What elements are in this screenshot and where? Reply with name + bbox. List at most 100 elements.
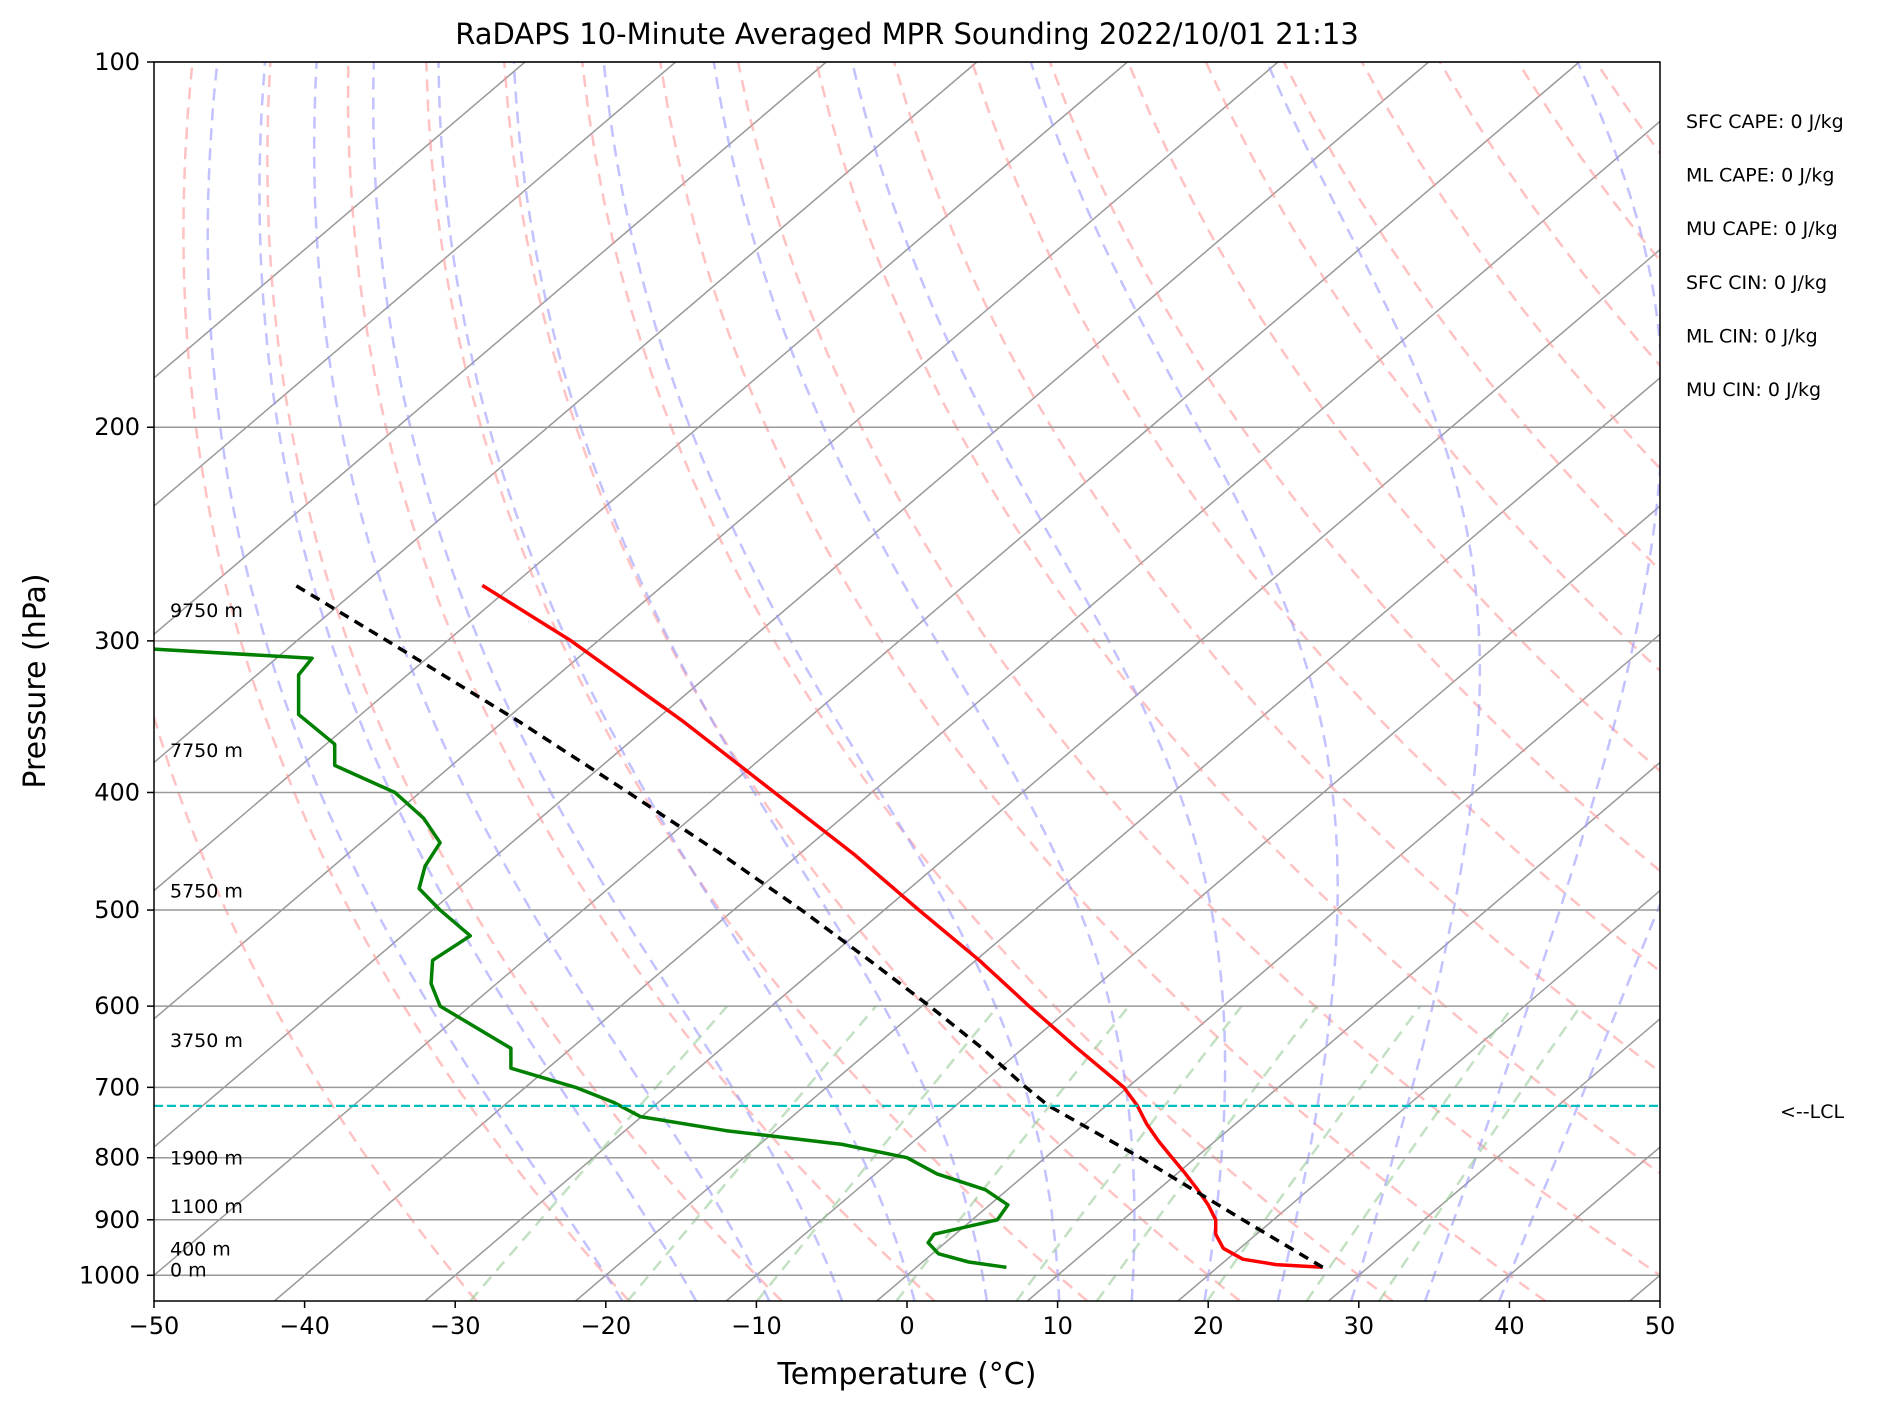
height-label: 9750 m [170, 600, 243, 622]
parameter-annotation: ML CIN: 0 J/kg [1686, 325, 1818, 347]
x-tick-label: −20 [580, 1312, 631, 1340]
isotherm-line [154, 62, 677, 508]
y-tick-label: 500 [94, 896, 140, 924]
dry-adiabat-line [580, 62, 1394, 1301]
mixing-ratio-line [469, 1005, 729, 1301]
x-tick-label: 20 [1193, 1312, 1224, 1340]
x-tick-label: 40 [1494, 1312, 1525, 1340]
moist-adiabat-line [850, 62, 1227, 1301]
dry-adiabat-line [970, 62, 1660, 973]
mixing-ratio-line [1305, 1005, 1514, 1301]
parameter-annotation: SFC CIN: 0 J/kg [1686, 272, 1827, 294]
isotherm-line [1328, 1017, 1660, 1301]
mixing-ratio-line [1095, 1005, 1318, 1301]
isotherm-line [424, 248, 1660, 1301]
mixing-ratio-line [626, 1005, 877, 1301]
x-tick-label: −10 [731, 1312, 782, 1340]
isotherm-line [575, 376, 1660, 1301]
x-axis-ticks: −50 −40 −30 −20 −10 0 10 20 30 40 50 [129, 1301, 1676, 1340]
mixing-ratio-line [756, 1005, 999, 1301]
y-tick-label: 1000 [79, 1261, 140, 1289]
dry-adiabat-line [1282, 62, 1660, 572]
isotherm-line [1026, 761, 1660, 1301]
dry-adiabat-line [814, 62, 1660, 1175]
dry-adiabat-line [1126, 62, 1660, 773]
moist-adiabat-line [1265, 62, 1482, 1301]
y-tick-label: 300 [94, 627, 140, 655]
x-tick-label: −50 [129, 1312, 180, 1340]
isotherm-line [154, 62, 1279, 1020]
isotherm-line [154, 62, 1128, 892]
parameter-annotation: MU CIN: 0 J/kg [1686, 379, 1821, 401]
parameter-annotation: ML CAPE: 0 J/kg [1686, 165, 1834, 187]
y-tick-label: 700 [94, 1073, 140, 1101]
moist-adiabat-line [312, 62, 771, 1301]
dry-adiabat-line [346, 62, 936, 1301]
x-tick-label: 30 [1344, 1312, 1375, 1340]
isotherm-line [1177, 889, 1660, 1301]
lcl-label: <--LCL [1780, 1101, 1844, 1123]
dry-adiabat-line [736, 62, 1660, 1277]
isotherm-line [725, 505, 1660, 1301]
moist-adiabat-line [512, 62, 989, 1301]
isotherm-line [273, 120, 1660, 1301]
mixing-ratio-line [1206, 1005, 1422, 1301]
height-label: 400 m [170, 1238, 231, 1260]
height-label: 1900 m [170, 1148, 243, 1170]
y-tick-label: 800 [94, 1144, 140, 1172]
parameter-annotations: SFC CAPE: 0 J/kg ML CAPE: 0 J/kg MU CAPE: … [1686, 111, 1844, 401]
x-tick-label: 0 [899, 1312, 914, 1340]
sounding-series-line-0 [481, 583, 1323, 1270]
moist-adiabat-line [437, 62, 916, 1301]
sounding-series-line-2 [294, 583, 1324, 1269]
chart-title: RaDAPS 10-Minute Averaged MPR Sounding 2… [455, 17, 1359, 51]
dry-adiabat-line [182, 62, 631, 1301]
sounding-series-line-1 [154, 647, 1010, 1270]
isotherm-line [154, 62, 1430, 1149]
moist-adiabat-line [258, 62, 698, 1301]
y-axis-ticks: 100 200 300 400 500 600 700 800 900 1000 [79, 48, 154, 1289]
dry-adiabat-line [266, 62, 783, 1301]
isotherm-line [1629, 1274, 1660, 1301]
mixing-ratio-line [1378, 1005, 1582, 1301]
y-tick-label: 200 [94, 413, 140, 441]
isotherm-line [876, 633, 1660, 1301]
background-lines [154, 62, 1882, 1301]
dry-adiabat-line [1048, 62, 1660, 873]
y-tick-label: 100 [94, 48, 140, 76]
height-label: 7750 m [170, 740, 243, 762]
dry-adiabat-line [154, 712, 478, 1301]
height-label: 5750 m [170, 881, 243, 903]
height-label: 1100 m [170, 1196, 243, 1218]
x-axis-label: Temperature (°C) [777, 1357, 1037, 1392]
dry-adiabat-line [425, 62, 1089, 1301]
dry-adiabat-line [658, 62, 1547, 1301]
sounding-series [154, 583, 1324, 1270]
isotherm-line [154, 62, 526, 379]
mixing-ratio-line [895, 1005, 1130, 1301]
isotherm-line [154, 62, 1580, 1277]
y-tick-label: 400 [94, 778, 140, 806]
y-axis-label: Pressure (hPa) [18, 573, 53, 788]
moist-adiabat-line [206, 62, 624, 1301]
dry-adiabat-line [502, 62, 1241, 1301]
height-label: 3750 m [170, 1030, 243, 1052]
moist-adiabat-line [1029, 62, 1339, 1301]
x-tick-label: −30 [430, 1312, 481, 1340]
isotherm-line [154, 62, 978, 764]
y-tick-label: 900 [94, 1206, 140, 1234]
x-tick-label: 10 [1042, 1312, 1073, 1340]
moist-adiabat-line [602, 62, 1061, 1301]
lcl-layer: <--LCL [154, 1101, 1844, 1123]
dry-adiabat-line [892, 62, 1660, 1074]
dry-adiabat-line [1204, 62, 1660, 673]
parameter-annotation: MU CAPE: 0 J/kg [1686, 218, 1838, 240]
dry-adiabat-line [1674, 62, 1882, 1301]
x-tick-label: 50 [1645, 1312, 1676, 1340]
isotherm-line [154, 62, 827, 636]
y-tick-label: 600 [94, 992, 140, 1020]
moist-adiabat-line [1423, 62, 1660, 1301]
moist-adiabat-line [712, 62, 1136, 1301]
